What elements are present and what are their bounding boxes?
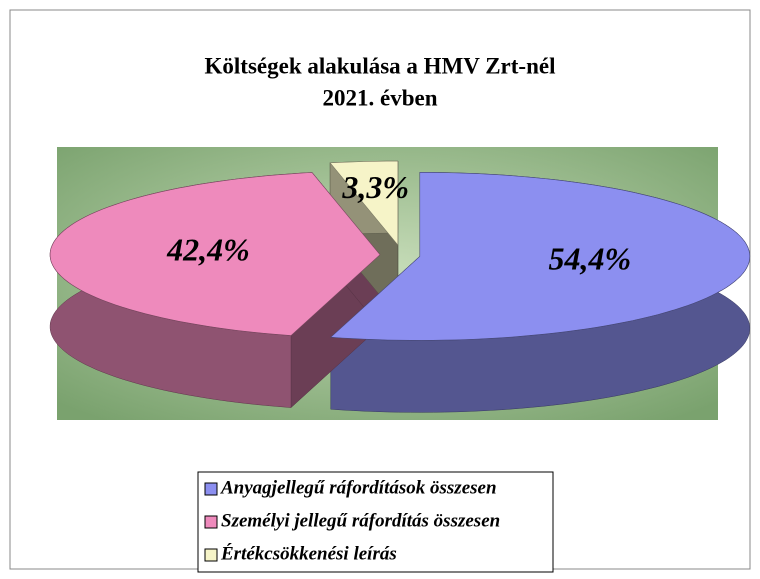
legend-swatch bbox=[204, 515, 218, 529]
pie-slice bbox=[49, 172, 381, 336]
data-label: 3,3% bbox=[341, 169, 409, 205]
legend-label: Anyagjellegű ráfordítások összesen bbox=[220, 477, 497, 498]
chart-subtitle: 2021. évben bbox=[323, 85, 438, 110]
legend-box bbox=[197, 471, 554, 573]
chart-title: Költségek alakulása a HMV Zrt-nél bbox=[205, 53, 556, 78]
legend-swatch bbox=[204, 548, 218, 562]
pie-slice bbox=[329, 160, 399, 246]
legend-swatch bbox=[204, 482, 218, 496]
data-label: 42,4% bbox=[166, 232, 250, 268]
legend-label: Értékcsökkenési leírás bbox=[220, 542, 397, 564]
pie-slice bbox=[330, 172, 751, 341]
data-label: 54,4% bbox=[548, 241, 631, 277]
legend-label: Személyi jellegű ráfordítás összesen bbox=[221, 510, 500, 531]
